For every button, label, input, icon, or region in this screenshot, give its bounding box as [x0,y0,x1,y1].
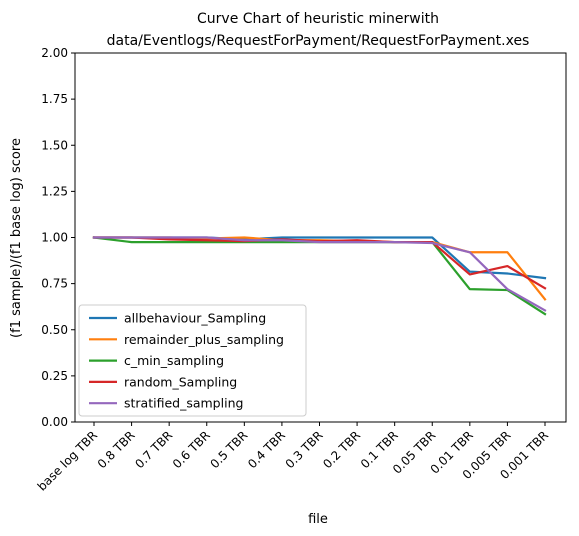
legend-label-1: remainder_plus_sampling [124,332,284,347]
y-tick-label: 1.75 [41,92,68,106]
y-tick-label: 0.75 [41,277,68,291]
y-tick-label: 2.00 [41,46,68,60]
x-tick-label: 0.4 TBR [245,428,288,471]
x-tick-label: 0.5 TBR [207,428,250,471]
series-line-3 [92,236,547,290]
y-tick-label: 1.25 [41,184,68,198]
x-tick-label: 0.3 TBR [283,428,326,471]
y-tick-label: 1.00 [41,231,68,245]
y-tick-label: 1.50 [41,138,68,152]
x-axis-label: file [308,512,328,527]
x-tick-label: base log TBR [35,428,100,493]
legend-label-0: allbehaviour_Sampling [124,311,266,326]
x-tick-label: 0.2 TBR [320,428,363,471]
legend-box [78,304,307,417]
legend-label-4: stratified_sampling [124,396,243,411]
y-tick-label: 0.50 [41,323,68,337]
series-line-2 [92,236,547,316]
legend: allbehaviour_Sampling remainder_plus_samp… [78,304,307,417]
series-line-4 [92,236,547,312]
legend-label-3: random_Sampling [124,374,237,389]
x-tick-label: 0.7 TBR [132,428,175,471]
y-tick-label: 0.00 [41,415,68,429]
chart-title-line1: Curve Chart of heuristic minerwith [197,11,439,27]
plot-area: 0.00 0.25 0.50 0.75 1.00 1.25 1.50 1.75 2.00 base… [35,46,567,494]
x-tick-label: 0.6 TBR [170,428,213,471]
legend-label-2: c_min_sampling [124,353,224,368]
y-axis-label: (f1 sample)/(f1 base log) score [9,138,24,338]
x-tick-label: 0.8 TBR [95,428,138,471]
y-tick-label: 0.25 [41,369,68,383]
chart-title-line2: data/Eventlogs/RequestForPayment/Request… [107,33,530,49]
